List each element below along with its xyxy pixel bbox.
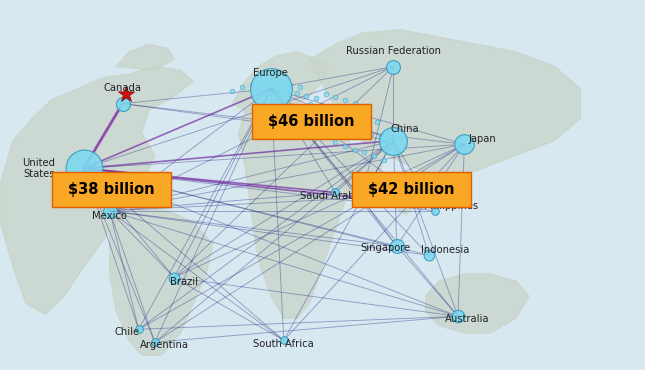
Polygon shape bbox=[393, 170, 426, 215]
Polygon shape bbox=[116, 44, 174, 70]
Text: Canada: Canada bbox=[104, 83, 141, 93]
Point bbox=[117, 101, 128, 107]
Point bbox=[314, 104, 324, 110]
Point bbox=[237, 84, 247, 90]
Point bbox=[134, 326, 144, 332]
Point bbox=[362, 116, 373, 122]
Point bbox=[321, 91, 331, 97]
Point bbox=[279, 337, 289, 343]
Point bbox=[337, 123, 347, 129]
Point bbox=[330, 189, 341, 195]
Point bbox=[356, 195, 366, 201]
Point bbox=[388, 64, 399, 70]
Point bbox=[388, 138, 399, 144]
Point bbox=[317, 115, 328, 121]
Point bbox=[343, 111, 353, 117]
Point bbox=[424, 252, 434, 258]
Point bbox=[453, 313, 463, 319]
Point bbox=[330, 139, 341, 145]
Text: Chile: Chile bbox=[115, 327, 139, 337]
Point bbox=[372, 119, 382, 125]
Point bbox=[327, 119, 337, 125]
Point bbox=[324, 106, 334, 112]
Text: $46 billion: $46 billion bbox=[268, 114, 355, 129]
Point bbox=[356, 128, 366, 134]
Polygon shape bbox=[310, 30, 580, 178]
Point bbox=[359, 149, 370, 155]
Point bbox=[275, 79, 286, 85]
Point bbox=[295, 84, 305, 90]
Text: Philippines: Philippines bbox=[424, 201, 479, 211]
Point bbox=[430, 208, 441, 214]
Text: Indonesia: Indonesia bbox=[421, 245, 470, 255]
Point bbox=[353, 114, 363, 120]
Point bbox=[369, 153, 379, 159]
Polygon shape bbox=[239, 104, 355, 318]
Point bbox=[150, 339, 160, 345]
Point bbox=[375, 134, 386, 140]
Point bbox=[340, 97, 350, 103]
Point bbox=[266, 78, 276, 84]
Point bbox=[292, 90, 302, 96]
Text: Japan: Japan bbox=[468, 134, 497, 144]
FancyBboxPatch shape bbox=[52, 172, 171, 207]
Point bbox=[301, 93, 312, 99]
Polygon shape bbox=[232, 52, 329, 111]
Point bbox=[340, 143, 350, 149]
Text: Europe: Europe bbox=[253, 68, 288, 78]
Text: Australia: Australia bbox=[446, 314, 490, 324]
Text: United
States: United States bbox=[22, 158, 55, 179]
Text: Argentina: Argentina bbox=[140, 340, 189, 350]
Polygon shape bbox=[342, 141, 387, 200]
Text: Russian Federation: Russian Federation bbox=[346, 46, 441, 56]
Point bbox=[459, 141, 470, 147]
FancyBboxPatch shape bbox=[252, 104, 371, 139]
Text: South Africa: South Africa bbox=[253, 339, 314, 349]
Point bbox=[304, 101, 315, 107]
Polygon shape bbox=[110, 207, 213, 355]
FancyBboxPatch shape bbox=[352, 172, 471, 207]
Point bbox=[266, 86, 276, 92]
Point bbox=[104, 208, 115, 214]
Point bbox=[350, 100, 360, 106]
Point bbox=[256, 79, 266, 85]
Point bbox=[392, 243, 402, 249]
Text: China: China bbox=[391, 124, 419, 134]
Point bbox=[311, 95, 321, 101]
Point bbox=[379, 157, 389, 163]
Point bbox=[121, 91, 131, 97]
Text: Singapore: Singapore bbox=[360, 243, 410, 253]
Polygon shape bbox=[0, 67, 194, 314]
Point bbox=[227, 88, 237, 94]
Point bbox=[385, 137, 395, 143]
Text: $38 billion: $38 billion bbox=[68, 182, 155, 197]
Text: $42 billion: $42 billion bbox=[368, 182, 455, 197]
Point bbox=[346, 126, 357, 132]
Point bbox=[285, 82, 295, 88]
Point bbox=[333, 109, 344, 115]
Point bbox=[366, 131, 376, 137]
Text: India: India bbox=[361, 195, 385, 205]
Point bbox=[330, 94, 341, 100]
Polygon shape bbox=[426, 274, 529, 333]
Point bbox=[246, 82, 257, 88]
Point bbox=[169, 275, 179, 280]
Point bbox=[282, 88, 292, 94]
Text: Saudi Arabia: Saudi Arabia bbox=[301, 191, 364, 201]
Text: Brazil: Brazil bbox=[170, 277, 198, 287]
Point bbox=[350, 147, 360, 153]
Point bbox=[79, 165, 89, 171]
Text: Mexico: Mexico bbox=[92, 211, 127, 221]
